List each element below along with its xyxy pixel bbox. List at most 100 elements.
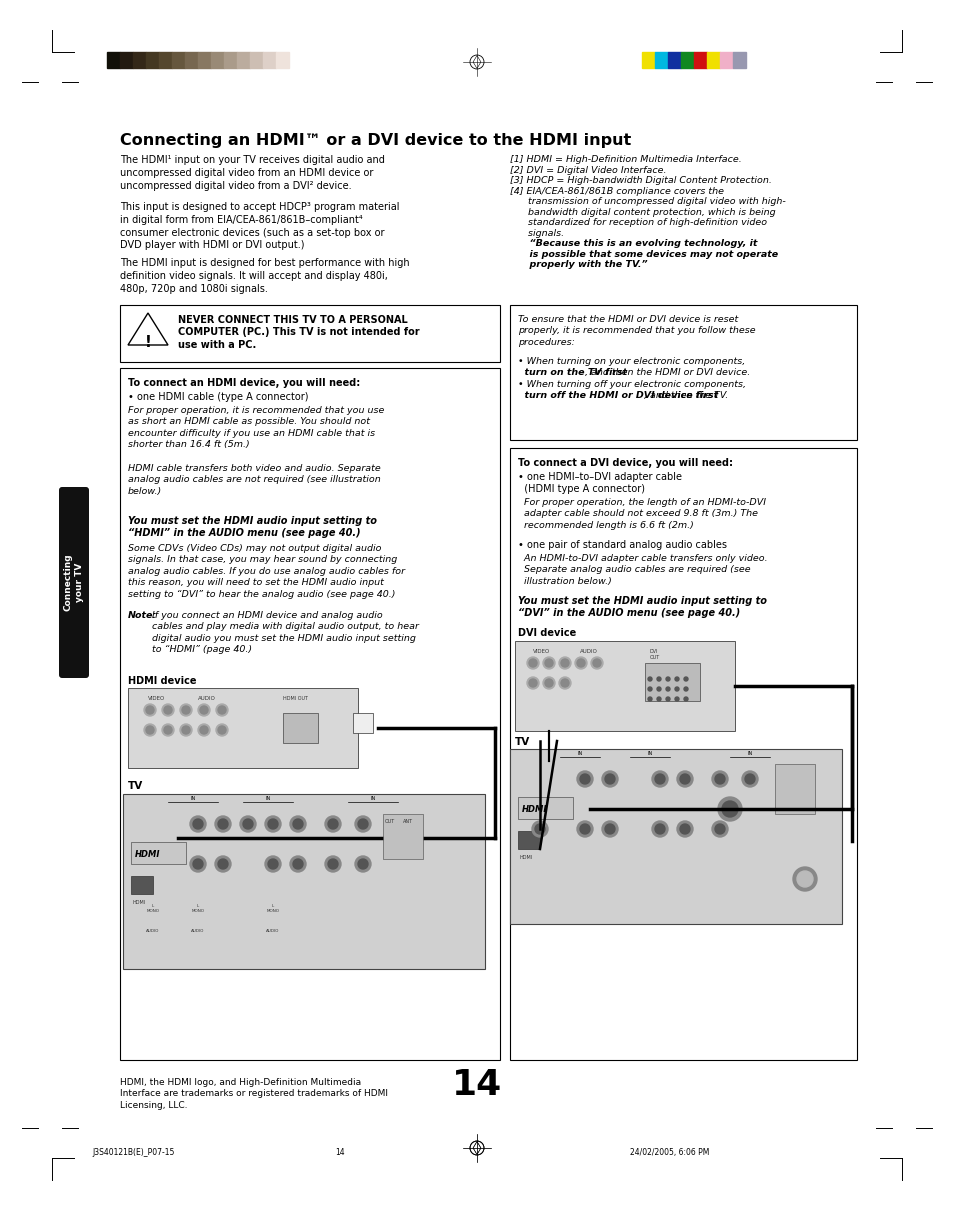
- Bar: [236, 52, 250, 68]
- Circle shape: [293, 859, 303, 869]
- Circle shape: [560, 679, 568, 687]
- Circle shape: [200, 706, 208, 714]
- Text: • When turning off your electronic components,: • When turning off your electronic compo…: [517, 380, 748, 389]
- Circle shape: [577, 821, 593, 837]
- Bar: [706, 52, 720, 68]
- Text: DVI
OUT: DVI OUT: [649, 649, 659, 660]
- Circle shape: [265, 856, 281, 872]
- Bar: [120, 368, 499, 1060]
- Bar: [641, 52, 655, 68]
- Bar: [517, 831, 539, 849]
- Circle shape: [355, 816, 371, 832]
- Circle shape: [529, 679, 537, 687]
- Circle shape: [218, 706, 226, 714]
- Circle shape: [714, 823, 724, 834]
- Text: For proper operation, it is recommended that you use
as short an HDMI cable as p: For proper operation, it is recommended …: [128, 406, 384, 449]
- Circle shape: [215, 724, 228, 736]
- Text: properly with the TV.”: properly with the TV.”: [510, 260, 647, 269]
- Text: bandwidth digital content protection, which is being: bandwidth digital content protection, wh…: [510, 207, 775, 217]
- Text: turn on the TV first: turn on the TV first: [517, 368, 626, 377]
- Text: To connect a DVI device, you will need:: To connect a DVI device, you will need:: [517, 458, 732, 467]
- Circle shape: [675, 698, 679, 701]
- Circle shape: [655, 774, 664, 784]
- Bar: [720, 52, 732, 68]
- Text: IN: IN: [370, 796, 375, 800]
- Text: HDMI OUT: HDMI OUT: [283, 696, 308, 701]
- Circle shape: [214, 816, 231, 832]
- Circle shape: [577, 659, 584, 667]
- Circle shape: [657, 677, 660, 681]
- Circle shape: [558, 658, 571, 668]
- Text: AUDIO: AUDIO: [192, 929, 205, 932]
- Text: turn off the HDMI or DVI device first: turn off the HDMI or DVI device first: [517, 391, 718, 400]
- Bar: [120, 305, 499, 362]
- Circle shape: [677, 771, 692, 787]
- Circle shape: [711, 771, 727, 787]
- Circle shape: [218, 819, 228, 830]
- Circle shape: [792, 867, 816, 891]
- Text: You must set the HDMI audio input setting to
“HDMI” in the AUDIO menu (see page : You must set the HDMI audio input settin…: [128, 516, 376, 539]
- Bar: [198, 52, 211, 68]
- Text: [4] EIA/CEA-861/861B compliance covers the: [4] EIA/CEA-861/861B compliance covers t…: [510, 186, 723, 195]
- Circle shape: [647, 687, 651, 691]
- Circle shape: [665, 677, 669, 681]
- Circle shape: [215, 704, 228, 716]
- Circle shape: [544, 679, 553, 687]
- Text: Some CDVs (Video CDs) may not output digital audio
signals. In that case, you ma: Some CDVs (Video CDs) may not output dig…: [128, 544, 405, 598]
- Circle shape: [290, 856, 306, 872]
- Text: DVI device: DVI device: [517, 629, 576, 638]
- Text: HDMI device: HDMI device: [128, 676, 196, 685]
- Text: • one HDMI–to–DVI adapter cable
  (HDMI type A connector): • one HDMI–to–DVI adapter cable (HDMI ty…: [517, 472, 681, 494]
- Circle shape: [647, 677, 651, 681]
- Text: Connecting an HDMI™ or a DVI device to the HDMI input: Connecting an HDMI™ or a DVI device to t…: [120, 133, 631, 148]
- Bar: [517, 797, 573, 819]
- Text: To connect an HDMI device, you will need:: To connect an HDMI device, you will need…: [128, 378, 360, 388]
- Text: AUDIO: AUDIO: [579, 649, 598, 654]
- Circle shape: [718, 797, 741, 821]
- Text: Connecting
your TV: Connecting your TV: [64, 553, 84, 612]
- Text: VIDEO: VIDEO: [533, 649, 550, 654]
- Bar: [172, 52, 185, 68]
- Circle shape: [190, 816, 206, 832]
- Circle shape: [542, 658, 555, 668]
- Circle shape: [357, 859, 368, 869]
- FancyBboxPatch shape: [59, 487, 89, 678]
- Circle shape: [268, 859, 277, 869]
- Text: IN: IN: [577, 751, 582, 756]
- Text: HDMI: HDMI: [519, 855, 533, 860]
- Bar: [732, 52, 745, 68]
- Circle shape: [526, 677, 538, 689]
- Text: TV: TV: [128, 781, 143, 791]
- Text: L
MONO: L MONO: [192, 903, 204, 913]
- Circle shape: [542, 677, 555, 689]
- Text: transmission of uncompressed digital video with high-: transmission of uncompressed digital vid…: [510, 197, 785, 206]
- Circle shape: [355, 856, 371, 872]
- Circle shape: [240, 816, 255, 832]
- Text: standardized for reception of high-definition video: standardized for reception of high-defin…: [510, 218, 766, 226]
- Text: [2] DVI = Digital Video Interface.: [2] DVI = Digital Video Interface.: [510, 166, 666, 174]
- Bar: [655, 52, 667, 68]
- Bar: [263, 52, 275, 68]
- Text: L
MONO: L MONO: [147, 903, 159, 913]
- Circle shape: [590, 658, 602, 668]
- Text: The HDMI input is designed for best performance with high
definition video signa: The HDMI input is designed for best perf…: [120, 258, 409, 293]
- Circle shape: [679, 823, 689, 834]
- Bar: [644, 662, 700, 701]
- Circle shape: [164, 706, 172, 714]
- Text: 24/02/2005, 6:06 PM: 24/02/2005, 6:06 PM: [629, 1148, 709, 1157]
- Text: VIDEO: VIDEO: [148, 696, 165, 701]
- Circle shape: [657, 698, 660, 701]
- Bar: [131, 842, 186, 863]
- Circle shape: [146, 706, 153, 714]
- Text: [1] HDMI = High-Definition Multimedia Interface.: [1] HDMI = High-Definition Multimedia In…: [510, 155, 741, 163]
- Circle shape: [721, 800, 738, 817]
- Text: To ensure that the HDMI or DVI device is reset
properly, it is recommended that : To ensure that the HDMI or DVI device is…: [517, 315, 755, 346]
- Text: • one HDMI cable (type A connector): • one HDMI cable (type A connector): [128, 392, 308, 402]
- Circle shape: [164, 727, 172, 734]
- Text: OUT: OUT: [385, 819, 395, 823]
- Circle shape: [683, 687, 687, 691]
- Bar: [128, 688, 357, 768]
- Circle shape: [532, 821, 547, 837]
- Circle shape: [325, 856, 340, 872]
- Text: You must set the HDMI audio input setting to
“DVI” in the AUDIO menu (see page 4: You must set the HDMI audio input settin…: [517, 596, 766, 619]
